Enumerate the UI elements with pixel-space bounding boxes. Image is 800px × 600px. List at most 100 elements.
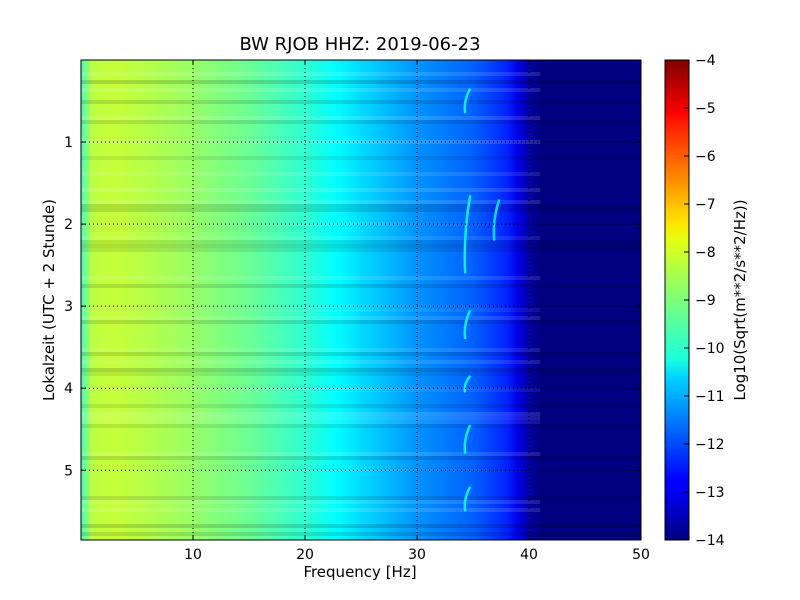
heatmap-row-highlight: [81, 348, 541, 353]
heatmap-row-shade: [81, 368, 641, 373]
heatmap-row: [81, 100, 641, 105]
x-tick-label: 40: [520, 547, 538, 563]
heatmap-row: [81, 444, 641, 449]
heatmap-row: [81, 84, 641, 89]
heatmap-row: [81, 456, 641, 461]
plot-frame: [80, 59, 642, 541]
x-tick-label: 30: [408, 547, 426, 563]
y-tick-label: 5: [64, 463, 73, 479]
heatmap-row: [81, 80, 641, 85]
heatmap-row-shade: [81, 80, 641, 85]
y-axis-ticks: 1 2 3 4 5: [64, 135, 641, 479]
heatmap-row: [81, 328, 641, 333]
colorbar-tick-label: −14: [695, 533, 725, 549]
heatmap-row-shade: [81, 496, 641, 501]
heatmap-row: [81, 380, 641, 385]
heatmap-row: [81, 476, 641, 481]
heatmap-row: [81, 376, 641, 381]
heatmap-row: [81, 480, 641, 485]
heatmap-row-shade: [81, 404, 641, 409]
heatmap-row: [81, 336, 641, 341]
x-tick-label: 10: [184, 547, 202, 563]
colorbar: −4 −5 −6 −7 −8 −9 −10 −11 −12 −13 −14 Log10(Sqrt(m…: [664, 53, 749, 549]
heatmap-row-highlight: [81, 508, 541, 513]
heatmap-row: [81, 420, 641, 425]
heatmap-row: [81, 204, 641, 209]
heatmap-row-highlight: [81, 316, 541, 321]
heatmap-row: [81, 452, 641, 457]
heatmap-row-highlight: [81, 200, 541, 205]
colorbar-tick-label: −6: [695, 149, 716, 165]
heatmap-row: [81, 436, 641, 441]
heatmap-row-highlight: [81, 308, 541, 313]
heatmap-rows: [81, 60, 641, 540]
heatmap-row: [81, 308, 641, 313]
colorbar-tick-label: −10: [695, 341, 725, 357]
heatmap-row-highlight: [81, 360, 541, 365]
heatmap-row: [81, 72, 641, 77]
y-tick-label: 3: [64, 299, 73, 315]
heatmap-row-highlight: [81, 500, 541, 505]
heatmap-row-highlight: [81, 420, 541, 425]
heatmap-row: [81, 184, 641, 189]
heatmap-row: [81, 344, 641, 349]
heatmap-row: [81, 428, 641, 433]
heatmap-row: [81, 236, 641, 241]
heatmap-row: [81, 348, 641, 353]
heatmap-row: [81, 520, 641, 525]
heatmap-row: [81, 168, 641, 173]
heatmap-row: [81, 408, 641, 413]
heatmap-row-shade: [81, 100, 641, 105]
heatmap-row: [81, 148, 641, 153]
heatmap-row: [81, 228, 641, 233]
heatmap-row: [81, 500, 641, 505]
heatmap-row: [81, 536, 641, 540]
heatmap-row: [81, 180, 641, 185]
chart-title: BW RJOB HHZ: 2019-06-23: [239, 34, 480, 55]
heatmap-row: [81, 524, 641, 529]
heatmap-row: [81, 152, 641, 157]
heatmap-row: [81, 136, 641, 141]
narrowband-features: [463, 88, 501, 512]
heatmap-row: [81, 244, 641, 249]
heatmap-row: [81, 412, 641, 417]
heatmap-row: [81, 296, 641, 301]
heatmap-row: [81, 392, 641, 397]
x-axis-label: Frequency [Hz]: [303, 563, 416, 581]
heatmap-row-highlight: [81, 236, 541, 241]
heatmap-row: [81, 400, 641, 405]
heatmap-row: [81, 188, 641, 193]
heatmap-row: [81, 272, 641, 277]
heatmap-row: [81, 268, 641, 273]
heatmap-row-shade: [81, 456, 641, 461]
heatmap-row: [81, 264, 641, 269]
heatmap-row: [81, 492, 641, 497]
heatmap-row: [81, 472, 641, 477]
heatmap-area: [81, 60, 641, 540]
colorbar-tick-label: −5: [695, 101, 716, 117]
heatmap-row: [81, 312, 641, 317]
heatmap-row-shade: [81, 284, 641, 289]
heatmap-row-shade: [81, 424, 641, 429]
narrowband-line: [463, 195, 472, 274]
narrowband-line: [463, 309, 472, 340]
heatmap-row: [81, 212, 641, 217]
heatmap-row: [81, 340, 641, 345]
heatmap-row: [81, 360, 641, 365]
heatmap-row: [81, 88, 641, 93]
heatmap-row-highlight: [81, 412, 541, 417]
colorbar-tick-label: −11: [695, 389, 725, 405]
heatmap-row: [81, 120, 641, 125]
colorbar-label: Log10(Sqrt(m**2/s**2/Hz)): [731, 199, 749, 400]
heatmap-row: [81, 280, 641, 285]
heatmap-row: [81, 240, 641, 245]
colorbar-tick-label: −9: [695, 293, 716, 309]
heatmap-row: [81, 388, 641, 393]
heatmap-row: [81, 200, 641, 205]
heatmap-row: [81, 60, 641, 65]
heatmap-row: [81, 164, 641, 169]
heatmap-row: [81, 460, 641, 465]
heatmap-row: [81, 116, 641, 121]
heatmap-row-highlight: [81, 116, 541, 121]
